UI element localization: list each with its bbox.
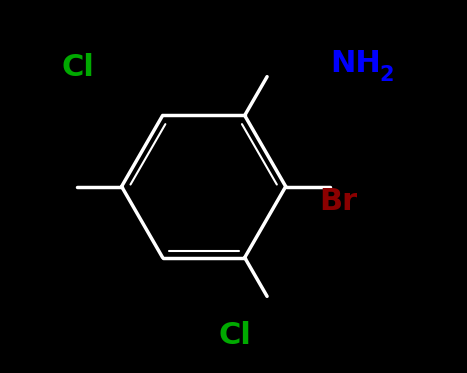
Text: Cl: Cl [219,321,251,350]
Text: Br: Br [319,187,357,216]
Text: Cl: Cl [62,53,95,82]
Text: 2: 2 [379,65,394,85]
Text: NH: NH [331,49,381,78]
